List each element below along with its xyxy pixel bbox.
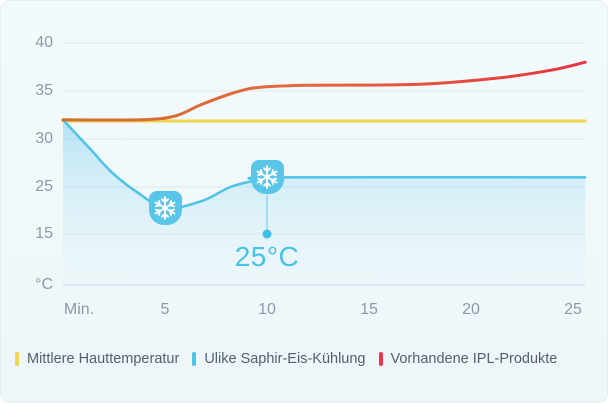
y-tick-label: 40 — [35, 34, 53, 51]
legend-mark-icon — [192, 352, 197, 366]
annotation-pointer — [262, 194, 272, 239]
legend-item-1: Ulike Saphir-Eis-Kühlung — [192, 350, 366, 368]
x-tick-label: 20 — [462, 301, 480, 318]
series-areas — [63, 119, 586, 285]
legend-mark-icon — [378, 352, 383, 366]
snowflake-icon — [255, 165, 279, 189]
legend-item-0: Mittlere Hauttemperatur — [15, 350, 179, 368]
legend-mark-icon — [15, 352, 19, 366]
x-tick-label: 5 — [160, 301, 170, 318]
y-tick-label: 30 — [35, 130, 53, 147]
series-line-2 — [61, 60, 587, 122]
snowflake-badge — [250, 159, 284, 194]
series-line-1 — [61, 118, 587, 210]
x-axis-origin-label: Min. — [63, 301, 95, 318]
snowflake-icon — [153, 195, 177, 220]
snowflake-badge — [148, 190, 182, 225]
chart-legend: Mittlere Hauttemperatur Ulike Saphir-Eis-… — [15, 350, 603, 368]
annotation-temperature-label: 25°C — [234, 241, 300, 272]
legend-label: Ulike Saphir-Eis-Kühlung — [204, 351, 366, 367]
annotation-dot — [262, 229, 272, 239]
y-tick-label: 25 — [35, 178, 53, 195]
legend-item-2: Vorhandene IPL-Produkte — [378, 350, 558, 368]
series-lines — [61, 60, 587, 210]
x-tick-label: 15 — [360, 301, 378, 318]
y-axis-unit-label: °C — [35, 276, 53, 293]
y-tick-label: 35 — [35, 82, 53, 99]
x-tick-label: 25 — [564, 301, 582, 318]
legend-label: Vorhandene IPL-Produkte — [390, 351, 558, 367]
legend-label: Mittlere Hauttemperatur — [27, 351, 180, 367]
cooling-area-fill — [63, 119, 586, 285]
x-tick-label: 10 — [258, 301, 276, 318]
y-tick-label: 15 — [35, 225, 53, 242]
